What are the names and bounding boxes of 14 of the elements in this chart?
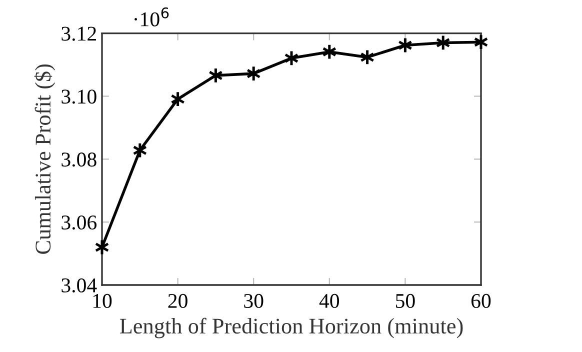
x-tick-label: 10 xyxy=(93,294,112,308)
x-tick-label: 50 xyxy=(396,294,415,308)
y-tick-label: 3.04 xyxy=(62,278,97,293)
y-tick-label: 3.08 xyxy=(62,152,96,167)
x-tick-label: 40 xyxy=(319,294,340,308)
x-axis-title: Length of Prediction Horizon (minute) xyxy=(120,318,463,338)
x-tick-label: 60 xyxy=(471,294,491,308)
x-tick-label: 30 xyxy=(244,294,264,308)
y-axis-title: Cumulative Profit ($) xyxy=(34,64,56,254)
text: ·10$^{6}$ xyxy=(134,7,169,26)
y-tick-label: 3.10 xyxy=(62,90,96,104)
x-tick-label: 20 xyxy=(168,294,188,308)
y-tick-label: 3.12 xyxy=(62,26,96,41)
y-tick-label: 3.06 xyxy=(62,215,97,230)
